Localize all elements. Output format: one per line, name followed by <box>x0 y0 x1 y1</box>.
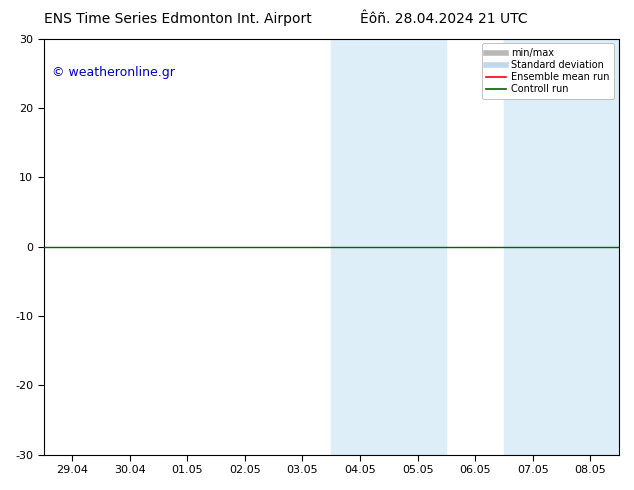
Text: Êôñ. 28.04.2024 21 UTC: Êôñ. 28.04.2024 21 UTC <box>360 12 527 26</box>
Bar <box>332 39 446 455</box>
Legend: min/max, Standard deviation, Ensemble mean run, Controll run: min/max, Standard deviation, Ensemble me… <box>482 44 614 99</box>
Text: © weatheronline.gr: © weatheronline.gr <box>52 66 175 78</box>
Text: ENS Time Series Edmonton Int. Airport: ENS Time Series Edmonton Int. Airport <box>44 12 311 26</box>
Bar <box>504 39 619 455</box>
